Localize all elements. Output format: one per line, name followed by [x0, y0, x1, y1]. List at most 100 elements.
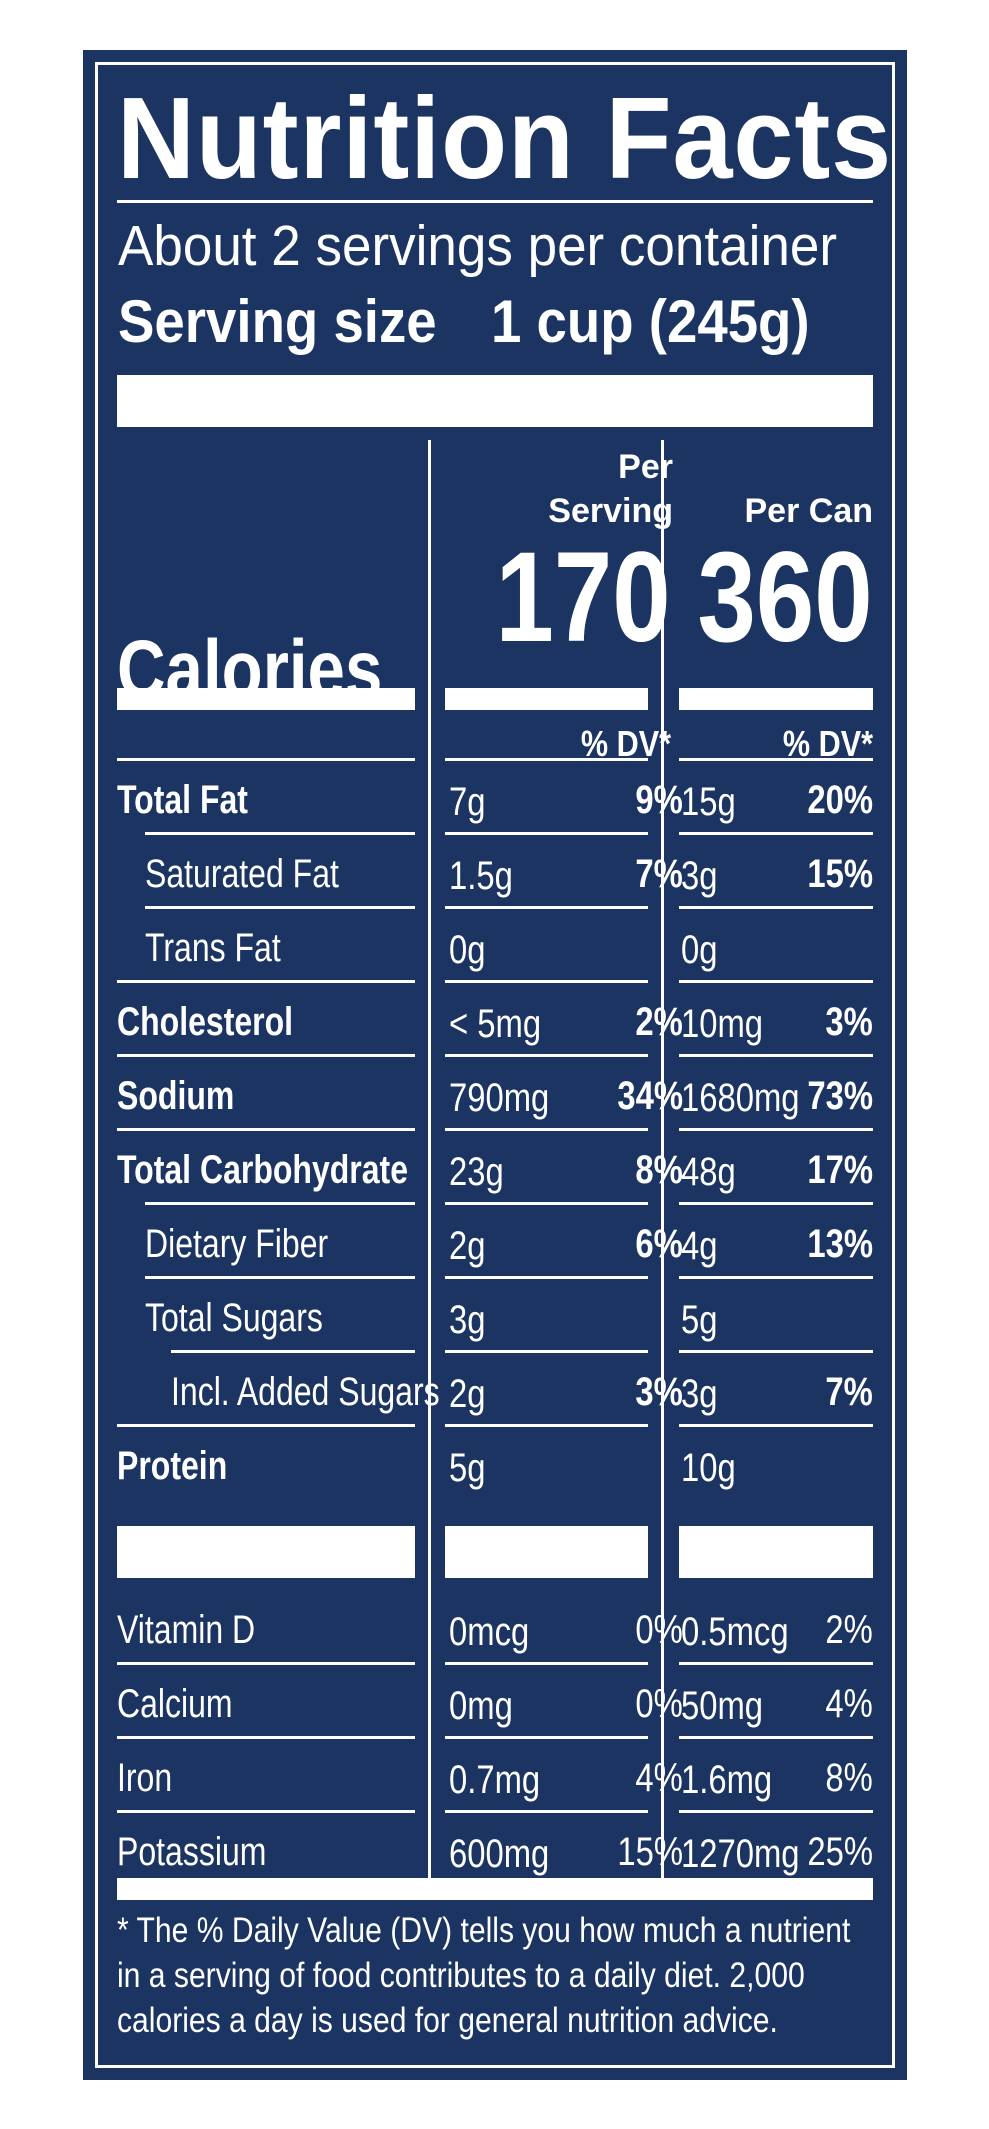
row-divider: [679, 1202, 873, 1205]
nutrient-name: Trans Fat: [145, 926, 281, 970]
footnote: * The % Daily Value (DV) tells you how m…: [117, 1911, 851, 2040]
dv-header-serving: % DV*: [580, 723, 671, 764]
row-divider: [679, 906, 873, 909]
nutrient-row: Total Sugars 3g 5g: [83, 1278, 907, 1352]
panel-border: [95, 62, 895, 2068]
divider-bottom: [117, 1878, 873, 1900]
nutrient-name: Protein: [117, 1444, 228, 1488]
can-dv: 7%: [825, 1370, 873, 1414]
row-divider: [117, 1054, 415, 1057]
nutrient-row: Trans Fat 0g 0g: [83, 908, 907, 982]
per-serving-heading-line2: Serving: [548, 492, 673, 530]
row-divider: [145, 832, 415, 835]
nutrient-name: Saturated Fat: [145, 852, 339, 896]
can-dv: 2%: [825, 1608, 873, 1652]
serving-amount: 0mg: [449, 1684, 513, 1728]
divider-thick-micro-serving: [445, 1526, 648, 1578]
nutrient-name: Total Sugars: [145, 1296, 323, 1340]
serving-amount: 0g: [449, 928, 486, 972]
nutrient-row: Sodium 790mg 34% 1680mg 73%: [83, 1056, 907, 1130]
divider-calories-serving: [445, 688, 648, 710]
serving-dv: 15%: [617, 1830, 683, 1874]
row-divider: [117, 1736, 415, 1739]
row-divider: [679, 1350, 873, 1353]
divider-thick-micro-can: [679, 1526, 873, 1578]
row-divider: [679, 1662, 873, 1665]
nutrient-name: Total Carbohydrate: [117, 1148, 408, 1192]
divider-thick-top: [117, 375, 873, 427]
servings-per-container: About 2 servings per container: [118, 214, 838, 278]
nutrient-name: Total Fat: [117, 778, 248, 822]
row-divider: [679, 1054, 873, 1057]
serving-dv: 4%: [635, 1756, 683, 1800]
row-divider: [117, 980, 415, 983]
serving-dv: 0%: [635, 1608, 683, 1652]
can-amount: 10g: [681, 1446, 736, 1490]
serving-amount: 0.7mg: [449, 1758, 541, 1802]
nutrition-facts-panel: Nutrition Facts About 2 servings per con…: [83, 50, 907, 2080]
nutrient-row: Protein 5g 10g: [83, 1426, 907, 1500]
per-serving-heading: Per Serving: [548, 445, 673, 533]
serving-dv: 34%: [617, 1074, 683, 1118]
can-dv: 17%: [807, 1148, 873, 1192]
per-can-heading: Per Can: [745, 489, 874, 533]
row-divider: [445, 832, 648, 835]
can-amount: 3g: [681, 1372, 718, 1416]
can-amount: 0g: [681, 928, 718, 972]
serving-dv: 3%: [635, 1370, 683, 1414]
row-divider: [445, 1424, 648, 1427]
can-amount: 10mg: [681, 1002, 764, 1046]
nutrient-name: Sodium: [117, 1074, 235, 1118]
can-amount: 1.6mg: [681, 1758, 773, 1802]
serving-size-label: Serving size: [118, 288, 437, 355]
serving-size-value: 1 cup (245g): [491, 288, 810, 355]
micronutrient-name: Iron: [117, 1756, 173, 1800]
row-divider: [679, 980, 873, 983]
row-divider: [117, 1662, 415, 1665]
row-divider: [117, 1424, 415, 1427]
row-divider: [679, 1128, 873, 1131]
nutrient-row: Incl. Added Sugars 2g 3% 3g 7%: [83, 1352, 907, 1426]
row-divider: [445, 1810, 648, 1813]
micronutrient-row: Potassium 600mg 15% 1270mg 25%: [83, 1812, 907, 1886]
micronutrient-name: Vitamin D: [117, 1608, 256, 1652]
can-dv: 13%: [807, 1222, 873, 1266]
serving-amount: 1.5g: [449, 854, 513, 898]
row-divider: [117, 1128, 415, 1131]
serving-amount: < 5mg: [449, 1002, 542, 1046]
can-amount: 4g: [681, 1224, 718, 1268]
divider-thin: [117, 200, 873, 203]
row-divider: [445, 906, 648, 909]
serving-amount: 2g: [449, 1224, 486, 1268]
micronutrient-name: Calcium: [117, 1682, 233, 1726]
row-divider: [679, 832, 873, 835]
per-serving-heading-line1: Per: [618, 448, 673, 486]
can-amount: 0.5mcg: [681, 1610, 789, 1654]
nutrient-name: Dietary Fiber: [145, 1222, 329, 1266]
can-dv: 20%: [807, 778, 873, 822]
row-divider: [679, 758, 873, 761]
nutrient-row: Total Fat 7g 9% 15g 20%: [83, 760, 907, 834]
serving-dv: 7%: [635, 852, 683, 896]
row-divider: [445, 1276, 648, 1279]
row-divider: [117, 758, 415, 761]
nutrient-row: Dietary Fiber 2g 6% 4g 13%: [83, 1204, 907, 1278]
micronutrient-row: Calcium 0mg 0% 50mg 4%: [83, 1664, 907, 1738]
serving-dv: 9%: [635, 778, 683, 822]
serving-dv: 2%: [635, 1000, 683, 1044]
serving-amount: 7g: [449, 780, 486, 824]
row-divider: [679, 1276, 873, 1279]
per-can-heading-text: Per Can: [744, 492, 874, 530]
can-dv: 25%: [807, 1830, 873, 1874]
can-dv: 4%: [825, 1682, 873, 1726]
can-dv: 73%: [807, 1074, 873, 1118]
row-divider: [145, 1276, 415, 1279]
serving-amount: 23g: [449, 1150, 504, 1194]
can-amount: 1680mg: [681, 1076, 800, 1120]
row-divider: [145, 1202, 415, 1205]
can-amount: 3g: [681, 854, 718, 898]
can-amount: 48g: [681, 1150, 736, 1194]
serving-dv: 8%: [635, 1148, 683, 1192]
nutrient-name: Cholesterol: [117, 1000, 294, 1044]
micronutrient-row: Iron 0.7mg 4% 1.6mg 8%: [83, 1738, 907, 1812]
